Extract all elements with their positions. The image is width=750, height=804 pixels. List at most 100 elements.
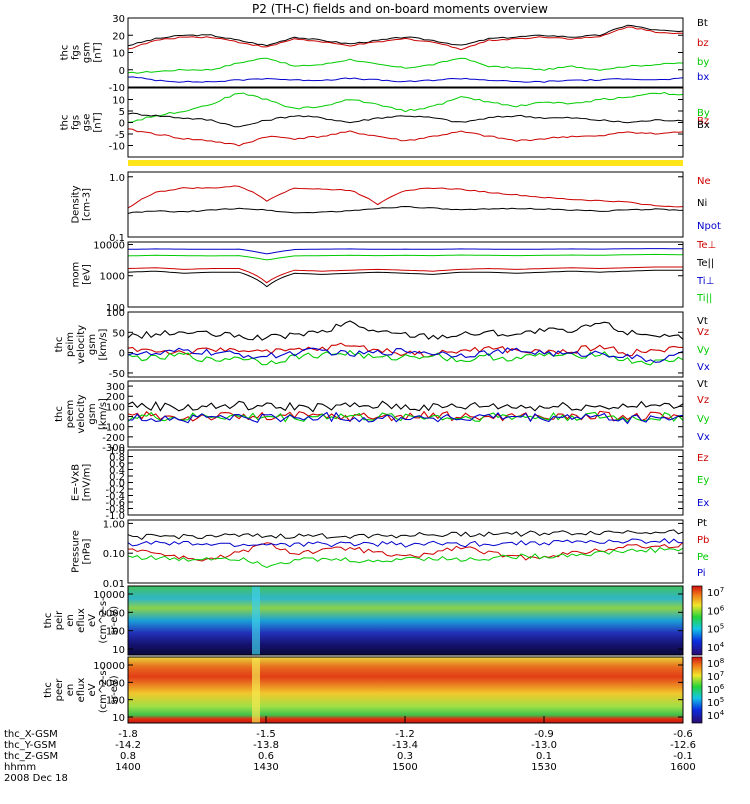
footer-value: -14.2 xyxy=(115,740,141,751)
footer-value: -13.4 xyxy=(392,740,418,751)
colorbar-tick: 105 xyxy=(707,696,724,709)
y-tick-label: 10 xyxy=(112,645,125,656)
colorbar-tick: 106 xyxy=(707,683,725,696)
y-tick-label: 30 xyxy=(112,14,125,25)
footer-value: -0.1 xyxy=(673,751,693,762)
y-axis-label: peer xyxy=(54,678,65,702)
legend-entry: Ez xyxy=(697,453,709,464)
y-tick-label: -0.2 xyxy=(105,485,125,496)
series-line-p2-1 xyxy=(127,128,684,147)
series-line-p3-1 xyxy=(127,205,684,214)
y-tick-label: 10000 xyxy=(93,661,125,672)
y-axis-label: peem xyxy=(65,400,76,428)
y-axis-label: eflux xyxy=(76,678,87,703)
spectrogram-feature xyxy=(252,586,260,655)
y-axis-label: thc xyxy=(60,115,71,131)
panel-p4: 10000 1000 100 mom [eV] Te⊥ Te|| Ti⊥ Ti|| xyxy=(71,240,717,314)
series-line-p3-0 xyxy=(127,185,684,209)
y-tick-label: -50 xyxy=(109,369,125,380)
legend-entry: Te⊥ xyxy=(696,240,716,251)
panel-p3: 1.0 0.1 Density [cm-3] Ne Ni Npot xyxy=(71,171,721,244)
page-title: P2 (TH-C) fields and on-board moments ov… xyxy=(252,2,548,16)
footer-value: 0.1 xyxy=(536,751,552,762)
legend-entry: Bx xyxy=(697,120,710,131)
footer-value: -1.8 xyxy=(118,729,138,740)
footer-value: 1530 xyxy=(531,762,556,773)
y-tick-label: -10 xyxy=(109,142,125,153)
series-line-p2-2 xyxy=(127,112,684,128)
y-tick-label: 0.0 xyxy=(109,479,125,490)
footer-value: 1430 xyxy=(253,762,278,773)
y-tick-label: 0 xyxy=(119,66,125,77)
series-line-p2-0 xyxy=(127,91,684,123)
y-tick-label: 10000 xyxy=(93,240,125,251)
colorbar-p9: 107 106 105 104 xyxy=(691,585,725,656)
panel-frame xyxy=(127,171,684,238)
series-line-p5-2 xyxy=(127,349,684,366)
footer-value: 1400 xyxy=(115,762,140,773)
series-line-p1-0 xyxy=(127,24,684,47)
y-tick-label: -1.0 xyxy=(105,511,125,522)
legend-entry: Pe xyxy=(697,552,709,563)
y-tick-label: 10 xyxy=(112,49,125,60)
footer-value: 0.6 xyxy=(258,751,274,762)
legend-entry: Ne xyxy=(697,176,711,187)
legend-entry: Ey xyxy=(697,475,709,486)
y-axis-label: E=-VxB xyxy=(71,464,82,501)
colorbar-tick: 106 xyxy=(707,604,725,617)
y-axis-label: velocity xyxy=(76,325,87,364)
y-tick-label: 10 xyxy=(112,713,125,724)
legend-entry: Vt xyxy=(697,316,708,327)
footer-row-label: thc_Y-GSM xyxy=(4,740,56,751)
y-tick-label: 1.0 xyxy=(109,446,125,457)
y-axis-label: [km/s] xyxy=(98,328,109,360)
legend-entry: Pi xyxy=(697,568,706,579)
legend-entry: Te|| xyxy=(696,258,714,269)
y-axis-label: eV xyxy=(87,683,98,696)
legend-entry: Vx xyxy=(697,362,710,373)
y-axis-label: gsm xyxy=(82,42,93,63)
y-tick-label: -300 xyxy=(102,443,125,454)
y-axis-label: (cm^2-s- xyxy=(98,666,109,713)
y-axis-label: en xyxy=(65,684,76,697)
y-axis-label: thc xyxy=(60,45,71,61)
y-axis-label: mom xyxy=(71,262,82,288)
y-axis-label: Density xyxy=(71,185,82,223)
series-line-p8-3 xyxy=(127,538,683,548)
y-tick-label: -200 xyxy=(102,433,125,444)
y-tick-label: 100 xyxy=(106,696,125,707)
footer-value: -0.9 xyxy=(534,729,554,740)
footer-value: -13.8 xyxy=(253,740,279,751)
y-tick-label: 300 xyxy=(106,382,125,393)
colorbar-tick: 108 xyxy=(707,657,724,670)
spectrogram-p9 xyxy=(128,586,683,655)
y-axis-label: gsm xyxy=(87,403,98,424)
footer-row-label: thc_X-GSM xyxy=(4,729,58,740)
y-tick-label: 0.1 xyxy=(109,233,125,244)
legend-entry: Vt xyxy=(697,379,708,390)
y-axis-label: [eV] xyxy=(82,264,93,285)
panel-frame xyxy=(127,241,684,308)
legend-entry: Ti|| xyxy=(696,293,712,304)
y-axis-label: thc xyxy=(43,613,54,629)
footer-value: -0.6 xyxy=(673,729,693,740)
y-tick-label: 1.00 xyxy=(103,519,125,530)
y-tick-label: -10 xyxy=(109,83,125,94)
colorbar-tick: 107 xyxy=(707,586,724,599)
legend-entry: Vx xyxy=(697,432,710,443)
y-tick-label: 0 xyxy=(119,119,125,130)
y-tick-label: 0.4 xyxy=(109,466,125,477)
y-axis-label: Pressure xyxy=(71,530,82,573)
y-axis-label: fgs xyxy=(71,45,82,60)
colorbar-tick: 104 xyxy=(707,709,725,722)
y-axis-label: sr-eV) xyxy=(109,606,120,635)
spectrogram-p10 xyxy=(128,657,683,723)
series-line-p1-3 xyxy=(127,76,684,83)
legend-entry: bz xyxy=(697,38,709,49)
colorbar-tick: 105 xyxy=(707,623,724,636)
legend-entry: Vy xyxy=(697,345,710,356)
panel-frame xyxy=(127,519,684,584)
